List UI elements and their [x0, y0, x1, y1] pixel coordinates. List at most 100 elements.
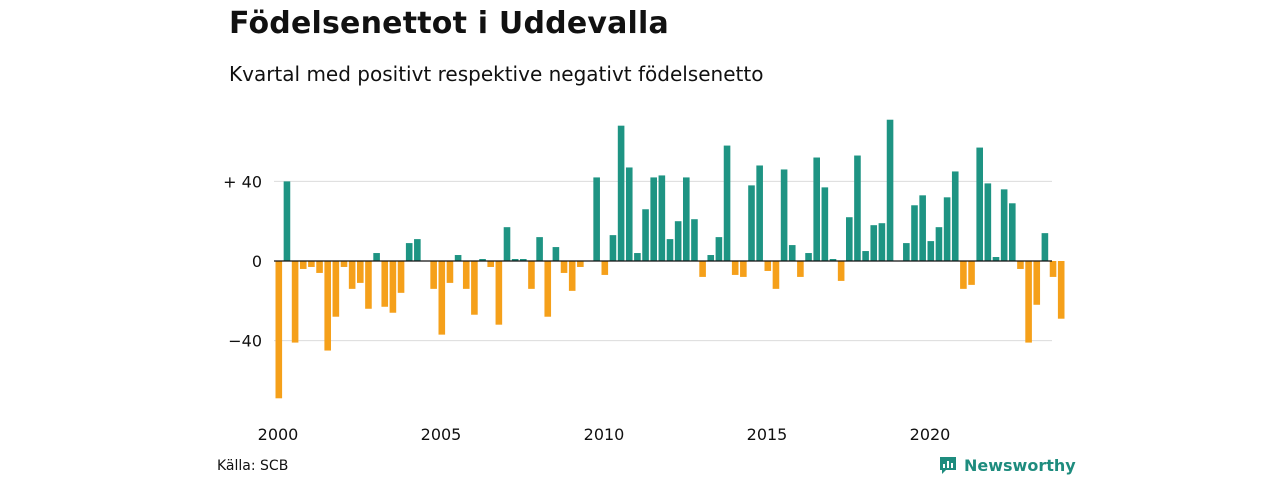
bar: [601, 261, 609, 275]
bar-series: [275, 119, 1065, 399]
bar: [780, 169, 788, 261]
bar: [878, 223, 886, 261]
bar: [666, 239, 674, 261]
bar: [658, 175, 666, 261]
bar: [642, 209, 649, 261]
bar: [389, 261, 397, 313]
bar: [617, 125, 625, 262]
bar: [544, 261, 552, 317]
bar: [821, 187, 829, 261]
x-tick-label: 2015: [747, 425, 788, 444]
bar: [1009, 203, 1016, 261]
x-tick-label: 2010: [584, 425, 625, 444]
bar: [528, 261, 535, 289]
bar: [935, 227, 943, 261]
bar: [919, 195, 926, 261]
bar: [308, 261, 315, 267]
bar: [674, 221, 682, 261]
bar: [731, 261, 739, 275]
y-tick-label: 0: [252, 252, 262, 271]
bar: [438, 261, 446, 335]
x-tick-label: 2000: [258, 425, 299, 444]
bar: [951, 171, 959, 261]
bar: [446, 261, 454, 283]
bar: [968, 261, 975, 285]
bar: [976, 147, 983, 261]
bar: [275, 261, 283, 399]
bar: [1025, 261, 1032, 343]
bar: [381, 261, 389, 307]
y-tick-label: + 40: [223, 172, 262, 191]
bar: [332, 261, 340, 317]
bar: [560, 261, 568, 273]
bar: [805, 253, 812, 261]
bar: [414, 239, 421, 261]
bar: [854, 155, 861, 261]
bar: [593, 177, 600, 261]
bar: [1057, 261, 1065, 319]
bar: [503, 227, 511, 261]
bar: [960, 261, 967, 289]
bar: [357, 261, 364, 283]
bar: [397, 261, 405, 293]
bar: [471, 261, 478, 315]
newsworthy-logo: Newsworthy: [938, 455, 1076, 475]
y-axis-ticks: + 40 0 −40: [223, 172, 262, 350]
bar: [723, 145, 731, 261]
newsworthy-logo-icon: [940, 457, 956, 474]
brand-name: Newsworthy: [964, 455, 1076, 475]
x-tick-label: 2005: [421, 425, 462, 444]
bar: [511, 259, 519, 261]
x-axis-ticks: 2000 2005 2010 2015 2020: [258, 425, 951, 444]
bar: [992, 257, 1000, 261]
bar: [862, 251, 869, 261]
bar: [568, 261, 576, 291]
bar: [699, 261, 706, 277]
bar: [625, 167, 633, 261]
bar: [683, 177, 690, 261]
bar: [552, 247, 560, 261]
x-tick-label: 2020: [910, 425, 951, 444]
bar: [495, 261, 503, 325]
bar: [691, 219, 698, 261]
chart-title: Födelsenettot i Uddevalla: [229, 6, 669, 41]
source-note: Källa: SCB: [217, 458, 289, 474]
bar: [1049, 261, 1057, 277]
bar: [837, 261, 845, 281]
bar: [340, 261, 348, 267]
bar: [1033, 261, 1041, 305]
bar: [756, 165, 763, 261]
bar: [870, 225, 878, 261]
bar: [927, 241, 935, 261]
bar: [348, 261, 356, 289]
bar: [740, 261, 747, 277]
bar: [1000, 189, 1008, 261]
bar: [1017, 261, 1024, 269]
bar: [650, 177, 657, 261]
bar: [715, 237, 723, 261]
bar: [577, 261, 584, 267]
bar: [911, 205, 918, 261]
bar: [903, 243, 910, 261]
bar: [291, 261, 299, 343]
bar: [283, 181, 291, 261]
bar: [634, 253, 641, 261]
bar: [487, 261, 494, 267]
bar: [316, 261, 323, 273]
bar: [430, 261, 437, 289]
bar: [943, 197, 951, 261]
bar: [788, 245, 796, 261]
bar: [886, 119, 894, 262]
bar: [405, 243, 413, 261]
bar: [829, 259, 837, 261]
bar: [299, 261, 307, 269]
bar: [748, 185, 755, 261]
bar: [454, 255, 462, 261]
chart-subtitle: Kvartal med positivt respektive negativt…: [229, 62, 764, 86]
bar: [984, 183, 992, 261]
bar: [520, 259, 527, 261]
bar: [772, 261, 780, 289]
bar: [462, 261, 470, 289]
bar: [479, 259, 486, 261]
